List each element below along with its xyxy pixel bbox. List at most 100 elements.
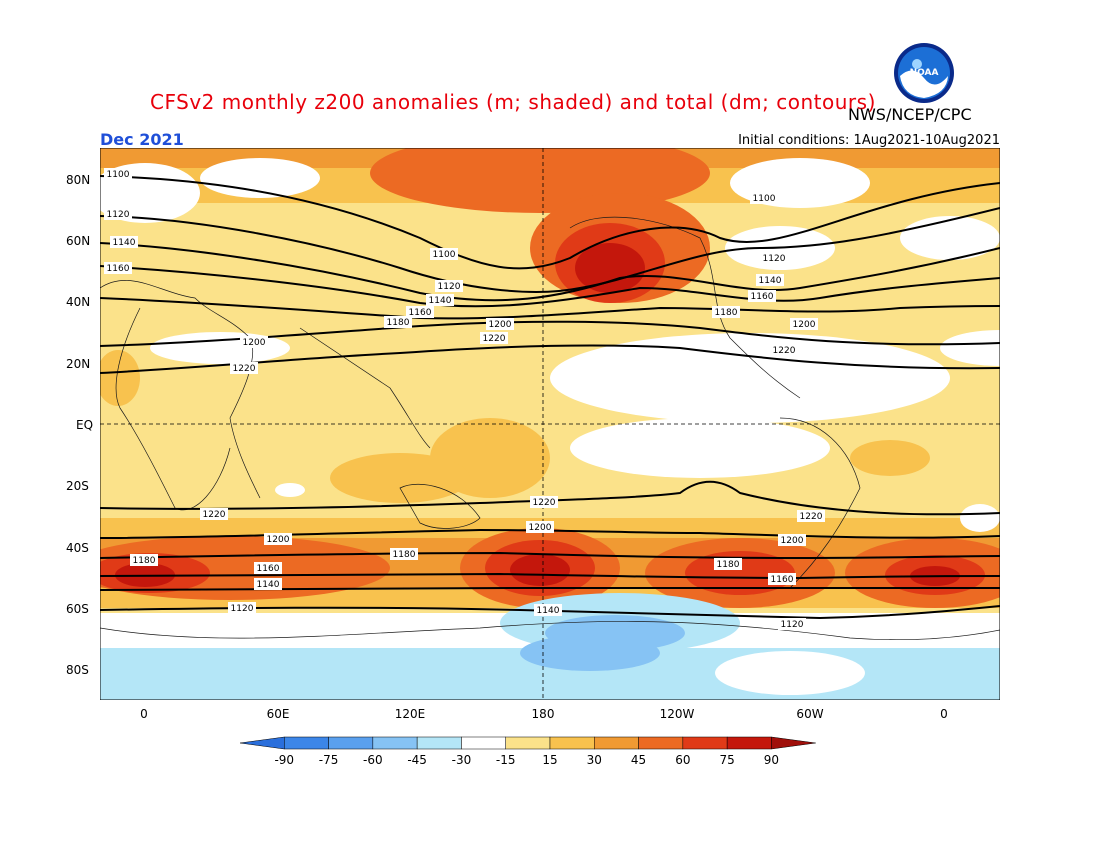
contour-label: 1140 (756, 274, 784, 286)
lat-label: 20S (66, 479, 89, 493)
lon-label: 0 (140, 707, 148, 721)
contour-label: 1100 (104, 168, 132, 180)
svg-text:1100: 1100 (107, 170, 130, 180)
svg-text:1200: 1200 (489, 320, 512, 330)
colorbar-tick-label: -15 (496, 753, 516, 767)
svg-text:1200: 1200 (781, 536, 804, 546)
lat-label: 40S (66, 541, 89, 555)
colorbar-tick-label: -60 (363, 753, 383, 767)
agency-label: NWS/NCEP/CPC (848, 105, 972, 124)
colorbar-tick-label: 45 (631, 753, 646, 767)
contour-label: 1200 (264, 533, 292, 545)
lat-label: 80N (66, 173, 91, 187)
contour-label: 1160 (748, 290, 776, 302)
colorbar-segment (594, 736, 639, 750)
lat-label: 60N (66, 234, 91, 248)
contour-label: 1160 (406, 306, 434, 318)
contour-label: 1100 (430, 248, 458, 260)
svg-text:1220: 1220 (800, 512, 823, 522)
lon-label: 60W (796, 707, 824, 721)
contour-label: 1200 (526, 521, 554, 533)
contour-label: 1140 (534, 604, 562, 616)
svg-text:1200: 1200 (267, 535, 290, 545)
contour-label: 1120 (104, 208, 132, 220)
contour-label: 1200 (486, 318, 514, 330)
map-title: CFSv2 monthly z200 anomalies (m; shaded)… (150, 90, 876, 114)
svg-text:1160: 1160 (107, 264, 130, 274)
svg-text:1180: 1180 (133, 556, 156, 566)
svg-text:1180: 1180 (387, 318, 410, 328)
svg-text:1100: 1100 (753, 194, 776, 204)
svg-text:1120: 1120 (781, 620, 804, 630)
svg-text:1200: 1200 (529, 523, 552, 533)
contour-label: 1200 (240, 336, 268, 348)
contour-label: 1180 (390, 548, 418, 560)
contour-label: 1180 (714, 558, 742, 570)
contour-label: 1160 (768, 573, 796, 585)
contour-label: 1140 (110, 236, 138, 248)
contour-label: 1220 (797, 510, 825, 522)
contour-label: 1120 (228, 602, 256, 614)
contour-label: 1220 (480, 332, 508, 344)
colorbar-segment (771, 736, 816, 750)
lon-label: 0 (940, 707, 948, 721)
svg-text:1120: 1120 (107, 210, 130, 220)
colorbar-segment (461, 736, 506, 750)
svg-text:1220: 1220 (203, 510, 226, 520)
colorbar: -90 -75 -60 -45 -30 -15 15 30 45 60 75 90 (239, 736, 816, 767)
svg-text:1140: 1140 (113, 238, 136, 248)
svg-text:1220: 1220 (773, 346, 796, 356)
svg-text:1180: 1180 (393, 550, 416, 560)
svg-text:1160: 1160 (751, 292, 774, 302)
svg-text:1200: 1200 (243, 338, 266, 348)
contour-label: 1100 (750, 192, 778, 204)
contour-label: 1120 (435, 280, 463, 292)
svg-text:1140: 1140 (537, 606, 560, 616)
svg-text:1180: 1180 (717, 560, 740, 570)
contour-label: 1220 (530, 496, 558, 508)
contour-label: 1180 (130, 554, 158, 566)
colorbar-tick-label: 30 (587, 753, 602, 767)
svg-text:1120: 1120 (231, 604, 254, 614)
svg-text:1220: 1220 (533, 498, 556, 508)
contour-label: 1140 (426, 294, 454, 306)
lat-label: 40N (66, 295, 91, 309)
lon-label: 120W (659, 707, 695, 721)
svg-text:1140: 1140 (759, 276, 782, 286)
svg-text:1140: 1140 (429, 296, 452, 306)
noaa-logo: NOAA (894, 43, 954, 103)
colorbar-segment (549, 736, 595, 750)
contour-label: 1140 (254, 578, 282, 590)
svg-text:1120: 1120 (763, 254, 786, 264)
colorbar-segment (284, 736, 329, 750)
colorbar-segment (726, 736, 772, 750)
svg-text:1180: 1180 (715, 308, 738, 318)
lat-label: EQ (76, 418, 94, 432)
colorbar-tick-label: 15 (542, 753, 557, 767)
colorbar-segment (328, 736, 374, 750)
colorbar-segment (638, 736, 684, 750)
colorbar-tick-label: 75 (720, 753, 735, 767)
colorbar-segment (239, 736, 285, 750)
svg-text:1140: 1140 (257, 580, 280, 590)
lon-label: 120E (394, 707, 426, 721)
colorbar-tick-label: -90 (274, 753, 294, 767)
lat-label: 80S (66, 663, 89, 677)
contour-label: 1120 (778, 618, 806, 630)
contour-label: 1220 (230, 362, 258, 374)
lon-label: 60E (266, 707, 290, 721)
contour-label: 1200 (778, 534, 806, 546)
colorbar-segment (505, 736, 551, 750)
contour-label: 1160 (104, 262, 132, 274)
svg-text:1160: 1160 (771, 575, 794, 585)
colorbar-tick-label: -75 (319, 753, 339, 767)
svg-text:1120: 1120 (438, 282, 461, 292)
contour-label: 1220 (200, 508, 228, 520)
colorbar-segment (372, 736, 418, 750)
month-label: Dec 2021 (100, 130, 184, 149)
svg-text:1200: 1200 (793, 320, 816, 330)
svg-text:1160: 1160 (257, 564, 280, 574)
colorbar-tick-label: 60 (675, 753, 690, 767)
lat-label: 20N (66, 357, 91, 371)
lon-label: 180 (531, 707, 555, 721)
